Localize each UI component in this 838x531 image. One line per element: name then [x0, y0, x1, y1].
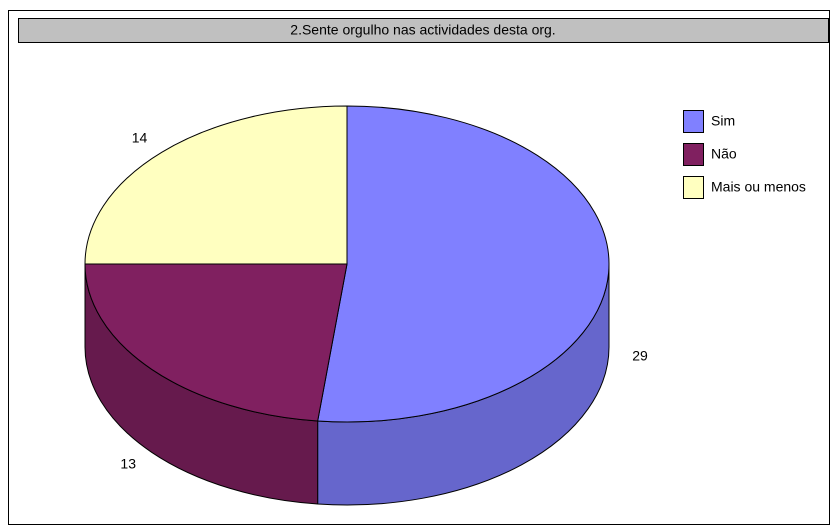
legend-label: Mais ou menos [711, 179, 806, 195]
pie-slice [84, 263, 348, 422]
data-label: 29 [632, 348, 648, 364]
data-label: 13 [120, 456, 136, 472]
legend-swatch [683, 110, 704, 133]
title-bar [18, 18, 829, 43]
legend-swatch [683, 143, 704, 166]
data-label: 14 [132, 130, 148, 146]
pie-slice [84, 105, 348, 265]
legend-swatch [683, 176, 704, 199]
chart-title: 2.Sente orgulho nas actividades desta or… [290, 22, 555, 38]
legend-label: Sim [711, 113, 735, 129]
pie-slice [317, 105, 610, 423]
legend-label: Não [711, 146, 737, 162]
